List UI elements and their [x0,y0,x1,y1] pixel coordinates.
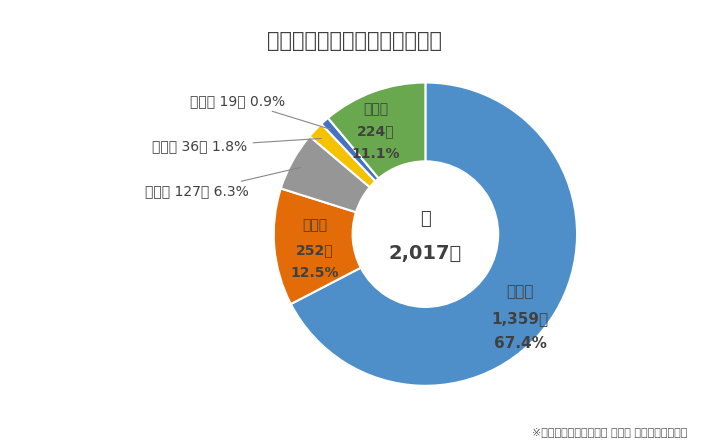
Text: 凶悪犯 19件 0.9%: 凶悪犯 19件 0.9% [190,94,330,129]
Text: その他: その他 [363,102,388,116]
Text: 67.4%: 67.4% [493,336,547,351]
Text: 1,359件: 1,359件 [491,311,549,326]
Wedge shape [291,83,577,386]
Text: 粗暴犯: 粗暴犯 [303,219,328,232]
Wedge shape [321,118,379,181]
Text: 罪種別の発生状況（令和４年）: 罪種別の発生状況（令和４年） [267,31,442,51]
Text: ※鳥取県警察「令和４年 刑法犯 認知・検挙状況」: ※鳥取県警察「令和４年 刑法犯 認知・検挙状況」 [532,427,688,437]
Wedge shape [281,136,370,212]
Text: 252件: 252件 [296,243,334,257]
Text: 計: 計 [420,210,431,228]
Text: 11.1%: 11.1% [351,147,400,161]
Text: 224件: 224件 [357,124,394,139]
Text: 知能犯 127件 6.3%: 知能犯 127件 6.3% [145,167,301,198]
Text: 風俗犯 36件 1.8%: 風俗犯 36件 1.8% [152,138,321,153]
Text: 2,017件: 2,017件 [389,244,462,264]
Wedge shape [328,83,425,178]
Text: 窃盗犯: 窃盗犯 [506,284,534,299]
Wedge shape [274,189,361,304]
Wedge shape [310,124,375,187]
Text: 12.5%: 12.5% [291,265,340,280]
